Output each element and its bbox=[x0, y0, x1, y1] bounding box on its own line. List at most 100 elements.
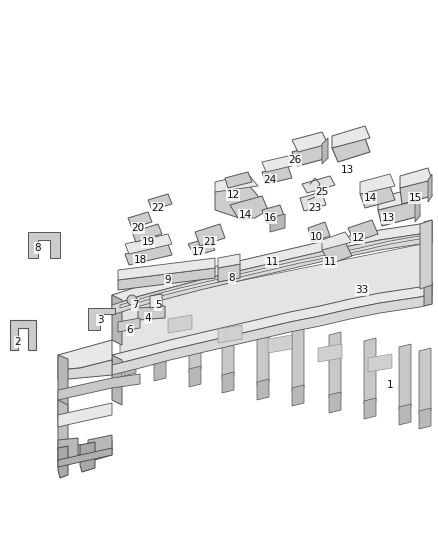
Text: 8: 8 bbox=[35, 243, 41, 253]
Polygon shape bbox=[400, 168, 432, 188]
Polygon shape bbox=[215, 174, 258, 192]
Polygon shape bbox=[329, 332, 341, 398]
Polygon shape bbox=[58, 340, 112, 370]
Polygon shape bbox=[132, 224, 162, 242]
Polygon shape bbox=[424, 282, 432, 306]
Polygon shape bbox=[399, 344, 411, 410]
Polygon shape bbox=[257, 379, 269, 400]
Polygon shape bbox=[58, 448, 112, 467]
Polygon shape bbox=[112, 355, 122, 405]
Polygon shape bbox=[125, 244, 172, 265]
Text: 22: 22 bbox=[152, 203, 165, 213]
Polygon shape bbox=[112, 294, 432, 375]
Text: 12: 12 bbox=[226, 190, 240, 200]
Polygon shape bbox=[58, 400, 112, 455]
Polygon shape bbox=[112, 295, 122, 345]
Polygon shape bbox=[270, 214, 285, 232]
Polygon shape bbox=[215, 184, 258, 220]
Polygon shape bbox=[329, 392, 341, 413]
Polygon shape bbox=[128, 212, 152, 228]
Polygon shape bbox=[419, 348, 431, 414]
Polygon shape bbox=[154, 300, 166, 366]
Polygon shape bbox=[125, 234, 172, 254]
Polygon shape bbox=[364, 398, 376, 419]
Text: 2: 2 bbox=[15, 337, 21, 347]
Polygon shape bbox=[138, 306, 165, 320]
Polygon shape bbox=[419, 408, 431, 429]
Polygon shape bbox=[262, 166, 292, 184]
Text: 17: 17 bbox=[191, 247, 205, 257]
Polygon shape bbox=[28, 232, 60, 258]
Text: 23: 23 bbox=[308, 203, 321, 213]
Polygon shape bbox=[118, 268, 215, 290]
Polygon shape bbox=[428, 174, 432, 202]
Polygon shape bbox=[332, 138, 370, 162]
Polygon shape bbox=[58, 355, 68, 424]
Polygon shape bbox=[424, 220, 432, 244]
Polygon shape bbox=[292, 132, 328, 152]
Polygon shape bbox=[230, 196, 268, 218]
Polygon shape bbox=[58, 374, 140, 400]
Text: 21: 21 bbox=[203, 237, 217, 247]
Polygon shape bbox=[150, 294, 162, 308]
Polygon shape bbox=[124, 355, 136, 376]
Polygon shape bbox=[292, 385, 304, 406]
Polygon shape bbox=[332, 126, 370, 148]
Polygon shape bbox=[399, 404, 411, 425]
Polygon shape bbox=[262, 205, 285, 223]
Polygon shape bbox=[218, 254, 240, 268]
Polygon shape bbox=[80, 442, 95, 472]
Polygon shape bbox=[118, 318, 140, 332]
Polygon shape bbox=[218, 325, 242, 343]
Polygon shape bbox=[268, 335, 292, 353]
Polygon shape bbox=[222, 372, 234, 393]
Polygon shape bbox=[154, 360, 166, 381]
Polygon shape bbox=[302, 176, 335, 193]
Text: 16: 16 bbox=[263, 213, 277, 223]
Text: 10: 10 bbox=[309, 232, 322, 242]
Polygon shape bbox=[300, 192, 326, 211]
Text: 20: 20 bbox=[131, 223, 145, 233]
Text: 18: 18 bbox=[134, 255, 147, 265]
Polygon shape bbox=[58, 360, 112, 380]
Text: 4: 4 bbox=[145, 313, 151, 323]
Polygon shape bbox=[415, 194, 420, 222]
Polygon shape bbox=[378, 200, 420, 226]
Polygon shape bbox=[378, 188, 420, 210]
Polygon shape bbox=[112, 232, 432, 315]
Polygon shape bbox=[292, 144, 328, 166]
Polygon shape bbox=[348, 220, 378, 242]
Polygon shape bbox=[262, 156, 292, 172]
Polygon shape bbox=[189, 366, 201, 387]
Polygon shape bbox=[318, 344, 342, 362]
Text: 12: 12 bbox=[351, 233, 364, 243]
Text: 14: 14 bbox=[364, 193, 377, 203]
Polygon shape bbox=[118, 258, 215, 280]
Polygon shape bbox=[58, 403, 112, 427]
Text: 24: 24 bbox=[263, 175, 277, 185]
Polygon shape bbox=[225, 172, 252, 188]
Text: 33: 33 bbox=[355, 285, 369, 295]
Polygon shape bbox=[120, 242, 432, 358]
Polygon shape bbox=[124, 295, 136, 361]
Text: 14: 14 bbox=[238, 210, 251, 220]
Polygon shape bbox=[112, 222, 432, 305]
Text: 26: 26 bbox=[288, 155, 302, 165]
Text: 19: 19 bbox=[141, 237, 155, 247]
Polygon shape bbox=[168, 315, 192, 333]
Text: 7: 7 bbox=[132, 300, 138, 310]
Polygon shape bbox=[364, 338, 376, 404]
Polygon shape bbox=[58, 446, 68, 478]
Polygon shape bbox=[189, 306, 201, 372]
Polygon shape bbox=[322, 232, 352, 250]
Text: 13: 13 bbox=[340, 165, 353, 175]
Polygon shape bbox=[88, 435, 112, 460]
Circle shape bbox=[127, 295, 137, 305]
Polygon shape bbox=[322, 138, 328, 164]
Text: 5: 5 bbox=[155, 300, 161, 310]
Text: 11: 11 bbox=[265, 257, 279, 267]
Polygon shape bbox=[195, 224, 225, 246]
Polygon shape bbox=[322, 242, 352, 264]
Polygon shape bbox=[360, 186, 395, 208]
Polygon shape bbox=[368, 354, 392, 372]
